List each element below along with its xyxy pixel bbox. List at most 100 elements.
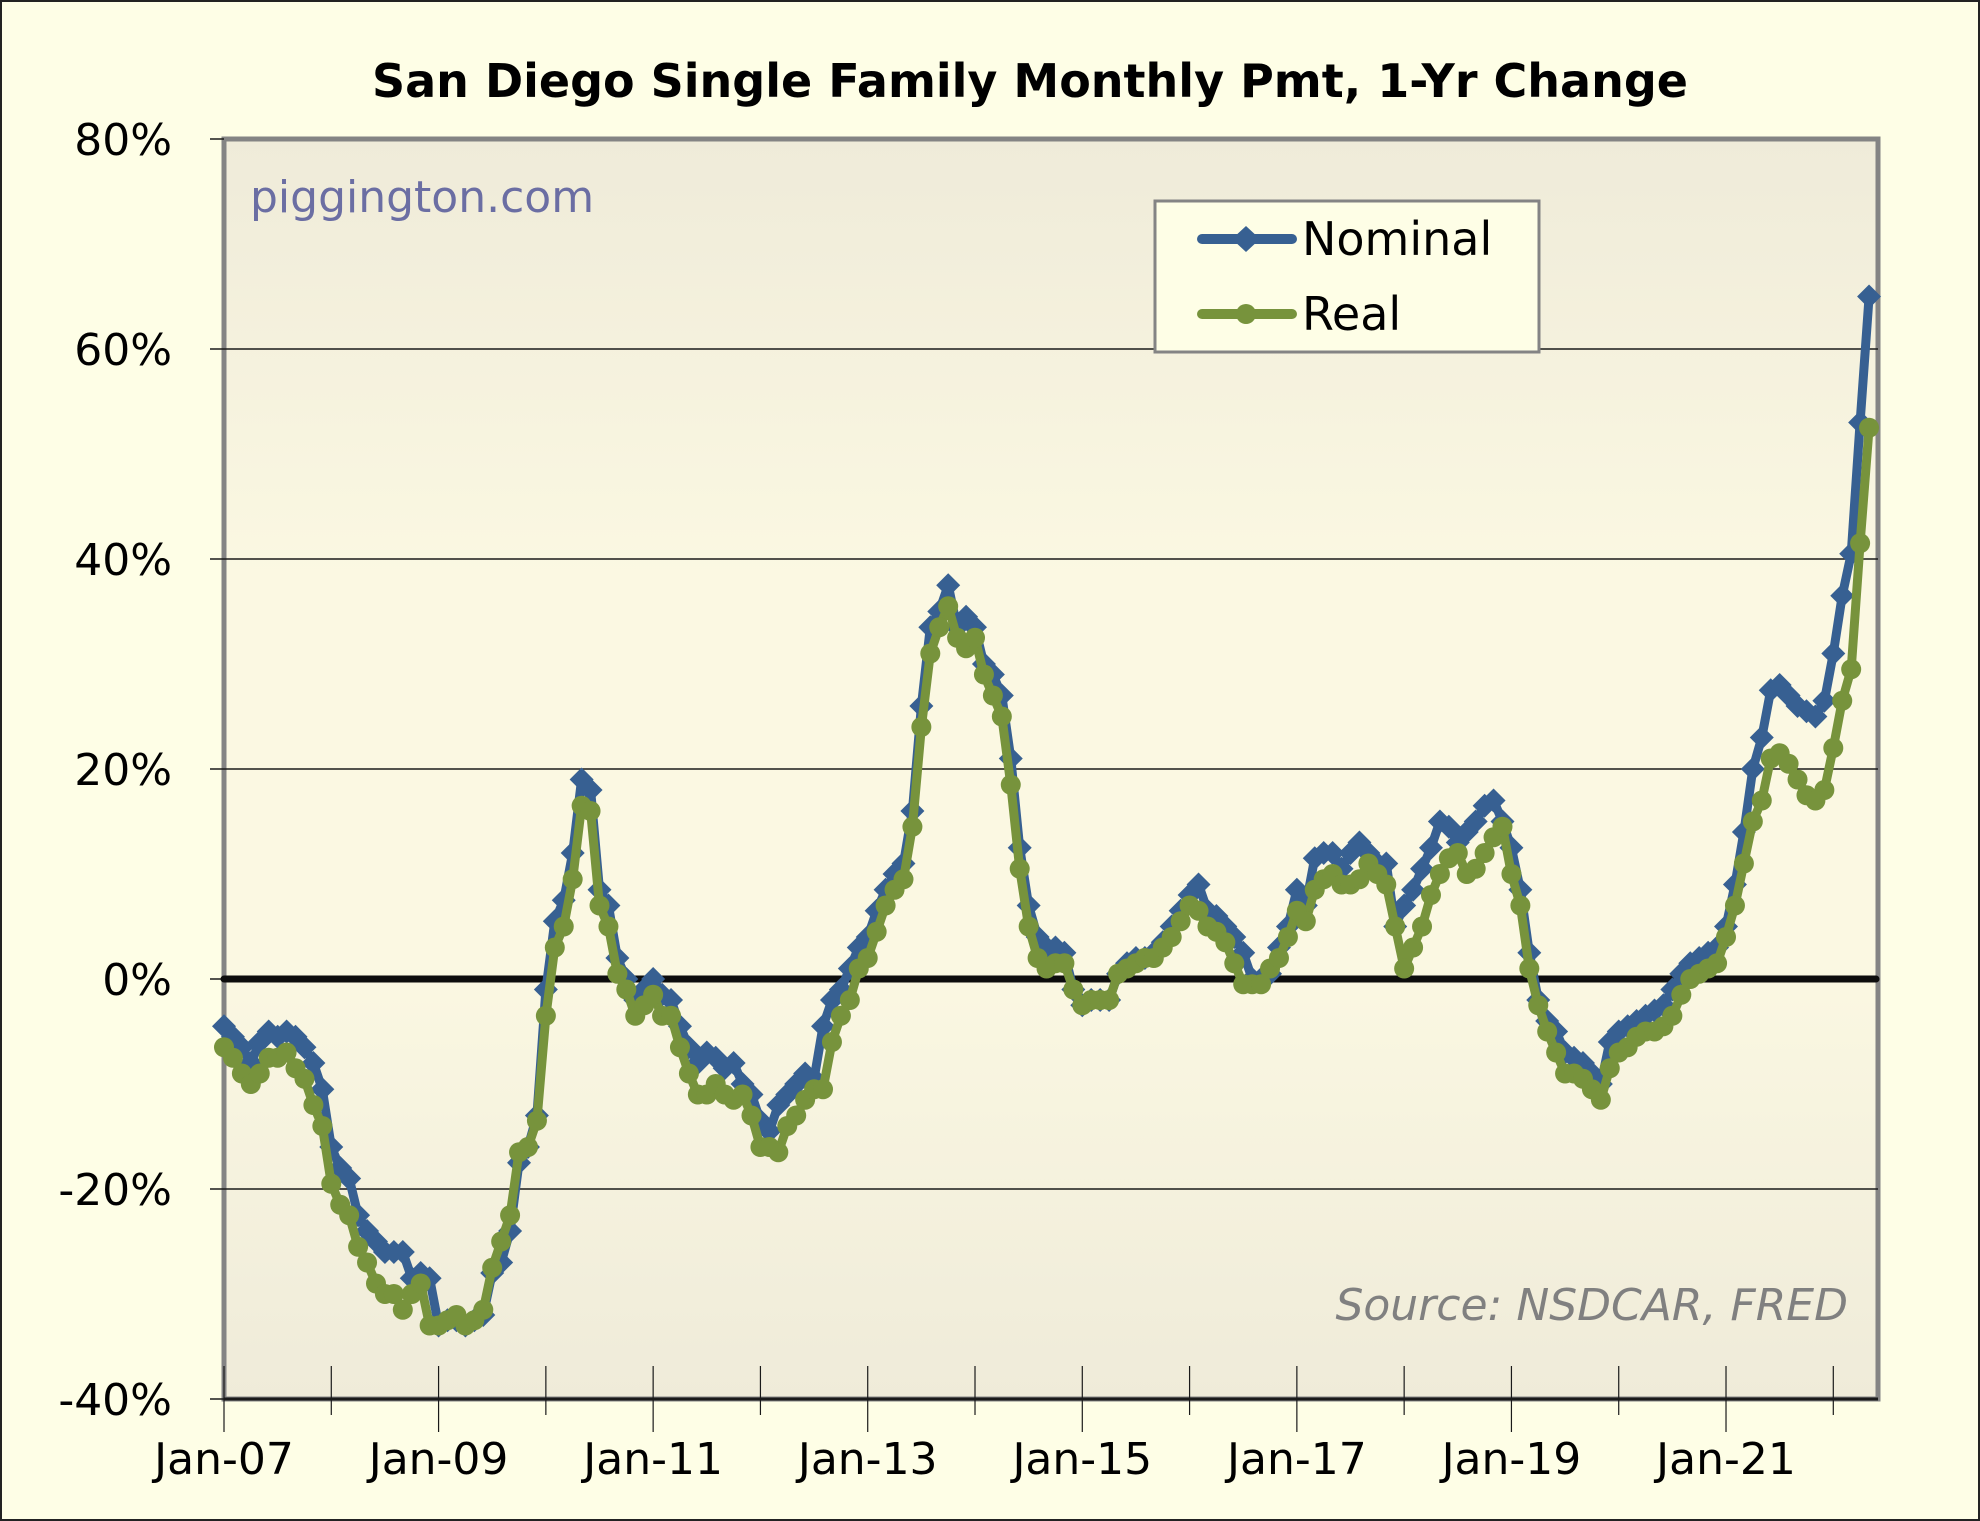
legend-box bbox=[1153, 199, 1541, 354]
data-point-real bbox=[732, 1084, 753, 1105]
legend-circle-icon bbox=[1236, 304, 1256, 324]
data-point-real bbox=[544, 937, 565, 958]
data-point-nominal bbox=[292, 1035, 317, 1060]
data-point-nominal bbox=[1812, 688, 1837, 713]
data-point-real bbox=[616, 979, 637, 1000]
legend: Nominal Real bbox=[1153, 199, 1541, 354]
data-point-real bbox=[929, 617, 950, 638]
data-point-nominal bbox=[578, 778, 603, 802]
data-point-real bbox=[1018, 916, 1039, 937]
data-point-real bbox=[1716, 927, 1737, 947]
data-point-nominal bbox=[1830, 583, 1855, 608]
data-point-real bbox=[1778, 753, 1799, 774]
data-point-real bbox=[1161, 927, 1182, 947]
data-point-real bbox=[1376, 874, 1397, 895]
data-point-real bbox=[1537, 1021, 1558, 1042]
data-point-real bbox=[1492, 816, 1513, 837]
data-point-real bbox=[1519, 958, 1540, 979]
data-point-real bbox=[1099, 990, 1120, 1010]
data-point-real bbox=[500, 1205, 521, 1226]
data-point-real bbox=[1403, 937, 1424, 958]
data-point-real bbox=[1447, 843, 1468, 863]
data-point-nominal bbox=[1740, 757, 1765, 781]
data-point-real bbox=[1859, 417, 1880, 438]
data-point-real bbox=[1295, 911, 1316, 932]
data-point-real bbox=[222, 1047, 243, 1068]
legend-diamond-icon bbox=[1232, 226, 1260, 252]
data-point-real bbox=[786, 1105, 807, 1126]
data-point-real bbox=[857, 948, 878, 968]
x-tick-label: Jan-09 bbox=[366, 1434, 509, 1485]
data-point-real bbox=[535, 1005, 556, 1026]
data-point-real bbox=[982, 685, 1003, 706]
data-point-nominal bbox=[310, 1077, 335, 1102]
data-point-nominal bbox=[301, 1051, 326, 1075]
data-point-real bbox=[973, 664, 994, 685]
y-tick-label: 40% bbox=[74, 535, 172, 586]
data-point-real bbox=[661, 1005, 682, 1026]
series-group bbox=[212, 284, 1882, 1338]
data-point-real bbox=[491, 1231, 512, 1252]
data-point-real bbox=[249, 1063, 270, 1084]
data-point-real bbox=[1787, 769, 1808, 790]
data-point-real bbox=[1546, 1042, 1567, 1063]
data-point-real bbox=[991, 706, 1012, 727]
data-point-nominal bbox=[641, 967, 666, 991]
x-tick-label: Jan-07 bbox=[151, 1434, 294, 1485]
gridlines bbox=[224, 348, 1878, 1190]
data-point-real bbox=[1510, 895, 1531, 916]
data-point-nominal bbox=[1481, 788, 1506, 813]
data-point-real bbox=[1420, 885, 1441, 905]
data-point-real bbox=[1671, 984, 1692, 1005]
y-tick-label: 0% bbox=[102, 955, 172, 1006]
data-point-real bbox=[1385, 916, 1406, 937]
x-tick-label: Jan-15 bbox=[1009, 1434, 1152, 1485]
data-point-nominal bbox=[1320, 841, 1345, 865]
data-point-nominal bbox=[1821, 641, 1846, 666]
data-point-nominal bbox=[1803, 704, 1828, 729]
data-point-real bbox=[1707, 953, 1728, 974]
data-point-nominal bbox=[390, 1240, 415, 1264]
data-point-real bbox=[598, 916, 619, 937]
data-point-real bbox=[1850, 533, 1871, 554]
data-point-real bbox=[1215, 932, 1236, 953]
data-point-real bbox=[1063, 979, 1084, 1000]
data-point-real bbox=[920, 643, 941, 664]
data-point-real bbox=[965, 627, 986, 648]
data-point-real bbox=[1429, 864, 1450, 884]
y-tick-label: 20% bbox=[74, 745, 172, 796]
data-point-real bbox=[1054, 953, 1075, 974]
data-point-real bbox=[383, 1284, 404, 1304]
series-real bbox=[214, 417, 1880, 1336]
data-point-nominal bbox=[757, 1119, 782, 1144]
data-point-real bbox=[678, 1063, 699, 1084]
y-axis: -40% -20% 0% 20% 40% 60% 80% bbox=[58, 115, 1878, 1426]
data-point-real bbox=[1465, 858, 1486, 879]
data-point-nominal bbox=[1392, 893, 1417, 918]
data-point-real bbox=[276, 1042, 297, 1063]
data-point-nominal bbox=[1284, 877, 1309, 902]
y-tick-label: -40% bbox=[58, 1375, 172, 1426]
data-point-real bbox=[1349, 869, 1370, 890]
y-tick-label: 60% bbox=[74, 325, 172, 376]
data-point-real bbox=[902, 816, 923, 837]
data-point-real bbox=[321, 1173, 342, 1194]
data-point-real bbox=[1724, 895, 1745, 916]
data-point-real bbox=[1823, 738, 1844, 758]
data-point-nominal bbox=[811, 1014, 836, 1039]
legend-label-nominal: Nominal bbox=[1302, 212, 1492, 266]
data-point-real bbox=[580, 801, 601, 821]
data-point-real bbox=[589, 895, 610, 916]
data-point-nominal bbox=[936, 573, 961, 598]
chart-title: San Diego Single Family Monthly Pmt, 1-Y… bbox=[372, 54, 1688, 108]
data-point-real bbox=[482, 1257, 503, 1278]
data-point-real bbox=[1251, 974, 1272, 995]
data-point-real bbox=[1662, 1005, 1683, 1026]
data-point-nominal bbox=[1463, 809, 1488, 834]
data-point-real bbox=[1170, 911, 1191, 932]
data-point-real bbox=[357, 1252, 378, 1273]
data-point-real bbox=[473, 1299, 494, 1320]
data-point-real bbox=[562, 869, 583, 890]
data-point-real bbox=[1599, 1058, 1620, 1079]
data-point-real bbox=[866, 921, 887, 942]
